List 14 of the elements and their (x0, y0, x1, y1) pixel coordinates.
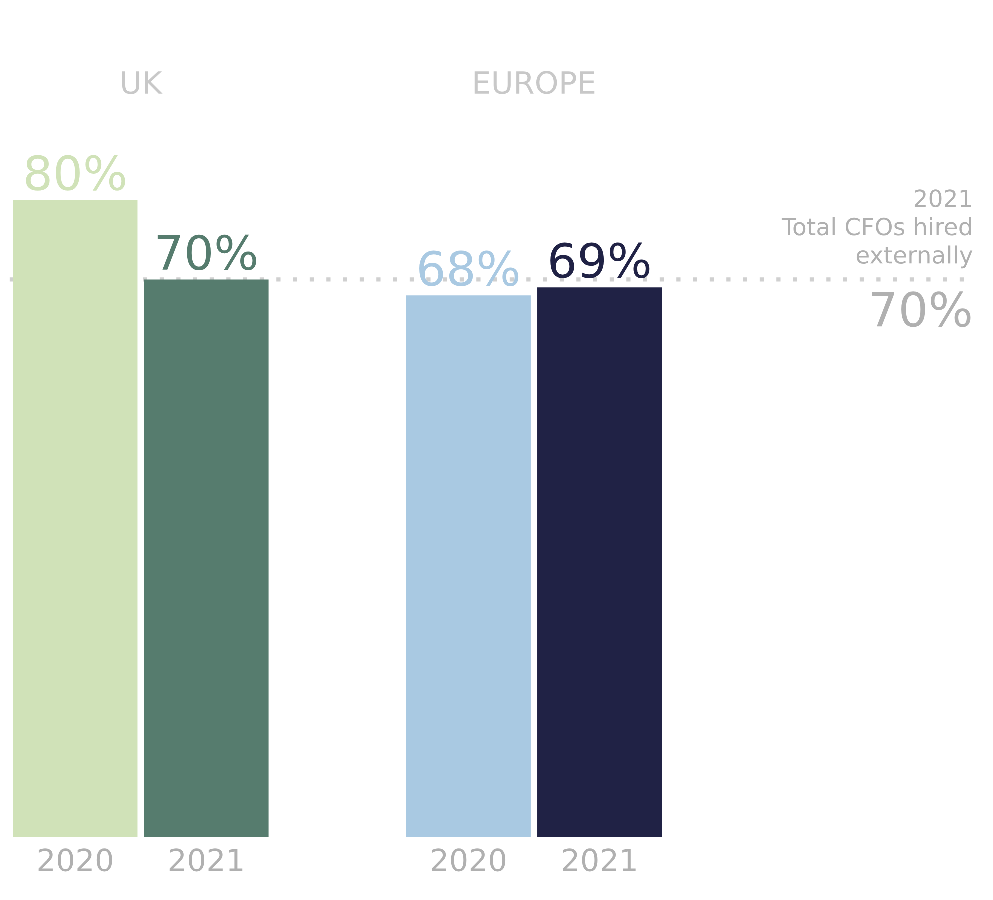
bar (538, 288, 662, 837)
bar (406, 296, 531, 837)
x-tick-label: 2020 (38, 848, 112, 872)
data-label: 69% (550, 242, 650, 279)
bar (144, 280, 269, 837)
x-tick-label: 2021 (170, 848, 243, 872)
data-label: 68% (420, 250, 519, 286)
data-label: 80% (26, 155, 126, 191)
data-label: 70% (158, 234, 256, 271)
x-tick-label: 2021 (563, 848, 636, 872)
bar (13, 200, 138, 837)
ref-line-label: 70% (872, 292, 971, 328)
text: 2021 Total CFOs hired externally (782, 190, 973, 269)
x-tick-label: 2020 (432, 848, 506, 872)
